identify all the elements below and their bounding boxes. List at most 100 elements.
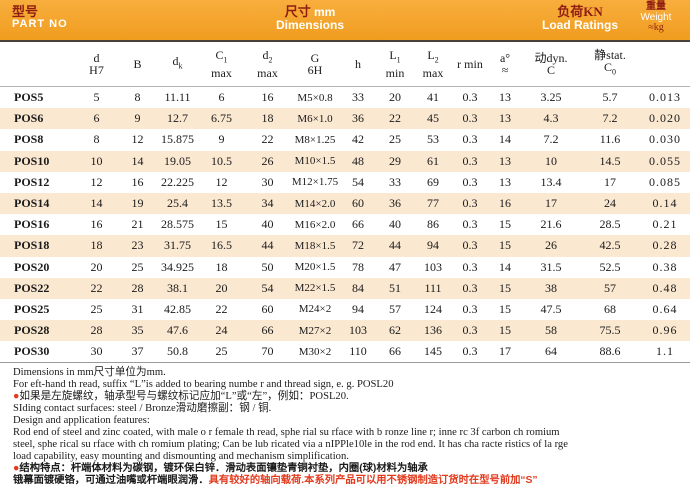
value-cell: 6.75 (211, 111, 232, 126)
part-no-cell: POS22 (14, 280, 50, 295)
value-cell: M14×2.0 (294, 197, 336, 210)
value-cell: 78 (352, 259, 364, 274)
value-cell: 16.5 (211, 238, 232, 253)
value-cell: 31.5 (540, 259, 562, 274)
note-line: SIding contact surfaces: steel / Bronze滑… (13, 403, 690, 415)
value-cell: 47.5 (540, 301, 562, 316)
value-cell: 11.11 (164, 90, 191, 105)
table-row: POS14 14 19 25.4 13.5 34 M14×2.0 60 36 77 0.3 16 17 2… (0, 192, 690, 215)
value-cell: 70 (261, 344, 274, 359)
value-cell: 20 (215, 280, 228, 295)
note-text: 锇幕面镀硬铬，可通过油嘴或杆端眼润滑． (13, 474, 209, 485)
value-cell: 60 (261, 301, 274, 316)
value-cell: 25.4 (167, 196, 188, 211)
value-cell: 12 (131, 132, 144, 147)
value-cell: 34.925 (161, 259, 194, 274)
value-cell: 69 (427, 174, 439, 189)
value-cell: 75.5 (599, 323, 621, 338)
value-cell: 0.020 (649, 111, 681, 126)
value-cell: 40 (261, 217, 274, 232)
value-cell: 21 (131, 217, 144, 232)
value-cell: 77 (427, 196, 439, 211)
value-cell: 31.75 (164, 238, 191, 253)
value-cell: 3.25 (540, 90, 562, 105)
value-cell: 40 (389, 217, 401, 232)
note-highlight-text: 具有较好的轴向载荷.本系列产品可以用不锈钢制造订货时在型号前加“S” (208, 474, 538, 485)
part-no-cell: POS8 (14, 132, 44, 147)
value-cell: 0.14 (652, 196, 678, 211)
value-cell: 66 (261, 323, 274, 338)
table-row: POS16 16 21 28.575 15 40 M16×2.0 66 40 86 0.3 15 21.… (0, 214, 690, 235)
value-cell: 42.5 (599, 238, 621, 253)
note-text: SIding contact surfaces: steel / Bronze滑… (13, 403, 272, 415)
value-cell: 17 (545, 196, 557, 211)
dimensions-label-en: Dimensions (275, 17, 344, 32)
value-cell: M27×2 (298, 324, 332, 337)
value-cell: 15 (499, 323, 511, 338)
value-cell: 124 (424, 301, 442, 316)
column-header: 动dyn. C (534, 51, 568, 77)
value-cell: 16 (499, 196, 511, 211)
part-no-label-en: PART NO (12, 17, 68, 30)
value-cell: 30 (261, 174, 274, 189)
value-cell: 25 (215, 344, 228, 359)
value-cell: 54 (261, 280, 274, 295)
value-cell: 33 (389, 174, 401, 189)
value-cell: 72 (352, 238, 364, 253)
value-cell: 28 (131, 280, 144, 295)
table-row: POS5 5 8 11.11 6 16 M5×0.8 33 20 41 0.3 13 3.25 5.7 0.… (0, 87, 690, 108)
value-cell: 31 (131, 301, 144, 316)
value-cell: 5 (93, 90, 100, 105)
value-cell: 0.21 (652, 217, 678, 232)
column-header: 静stat. C0 (594, 48, 626, 77)
note-text: 如果是左旋螺纹，轴承型号与螺纹标记应加“L”或“左”，例如：POSL20. (19, 391, 349, 403)
value-cell: 22 (215, 301, 228, 316)
value-cell: 0.3 (462, 301, 478, 316)
column-header: d H7 (89, 51, 104, 77)
value-cell: 14.5 (599, 153, 621, 168)
value-cell: 88.6 (599, 344, 621, 359)
dimensions-unit: mm (313, 5, 336, 19)
value-cell: 0.3 (462, 90, 478, 105)
part-no-label-zh: 型号 (12, 4, 39, 19)
note-line: steel, sphe rical su rface with ch romiu… (13, 439, 690, 451)
value-cell: 48 (352, 153, 364, 168)
note-text: load capability, easy mounting and dismo… (13, 450, 349, 462)
value-cell: M16×2.0 (294, 218, 336, 231)
value-cell: 19 (131, 196, 144, 211)
note-text: For eft-hand th read, suffix “L”is added… (13, 379, 394, 391)
value-cell: 111 (424, 280, 442, 295)
value-cell: 36 (389, 196, 401, 211)
value-cell: 57 (389, 301, 401, 316)
value-cell: 110 (349, 344, 367, 359)
value-cell: 17 (604, 174, 616, 189)
part-no-cell: POS10 (14, 153, 50, 168)
value-cell: 44 (389, 238, 401, 253)
value-cell: M6×1.0 (297, 112, 333, 125)
table-row: POS18 18 23 31.75 16.5 44 M18×1.5 72 44 94 0.3 15 26… (0, 235, 690, 257)
part-no-header-group: 型号 PART NO (12, 5, 68, 30)
value-cell: 14 (131, 153, 144, 168)
value-cell: 50.8 (167, 344, 188, 359)
value-cell: 14 (499, 132, 511, 147)
table-row: POS12 12 16 22.225 12 30 M12×1.75 54 33 69 0.3 13 13… (0, 172, 690, 193)
value-cell: 16 (131, 174, 144, 189)
part-no-cell: POS16 (14, 217, 50, 232)
note-text: Rod end of steel and zinc coated, with m… (13, 426, 560, 438)
note-line: Dimensions in mm尺寸单位为mm. (13, 367, 690, 379)
column-header: a° ≈ (499, 51, 511, 77)
value-cell: 9 (134, 111, 141, 126)
value-cell: 22 (261, 132, 274, 147)
load-ratings-label-zh: 负荷KN (557, 4, 603, 19)
value-cell: 9 (218, 132, 225, 147)
load-ratings-label-en: Load Ratings (541, 17, 618, 32)
notes-section: Dimensions in mm尺寸单位为mm. For eft-hand th … (0, 363, 690, 485)
value-cell: 0.055 (649, 153, 681, 168)
weight-label-en: Weight (640, 11, 672, 23)
dimensions-header-group: 尺寸 mm Dimensions (230, 5, 390, 31)
note-line: ●如果是左旋螺纹，轴承型号与螺纹标记应加“L”或“左”，例如：POSL20. (13, 391, 690, 403)
value-cell: 12 (215, 174, 228, 189)
value-cell: 36 (352, 111, 364, 126)
note-line: ●结构特点：杆端体材料为碳钢，镀环保白锌．滑动表面镶垫青铜衬垫，内圈(球)材料为… (13, 463, 690, 475)
